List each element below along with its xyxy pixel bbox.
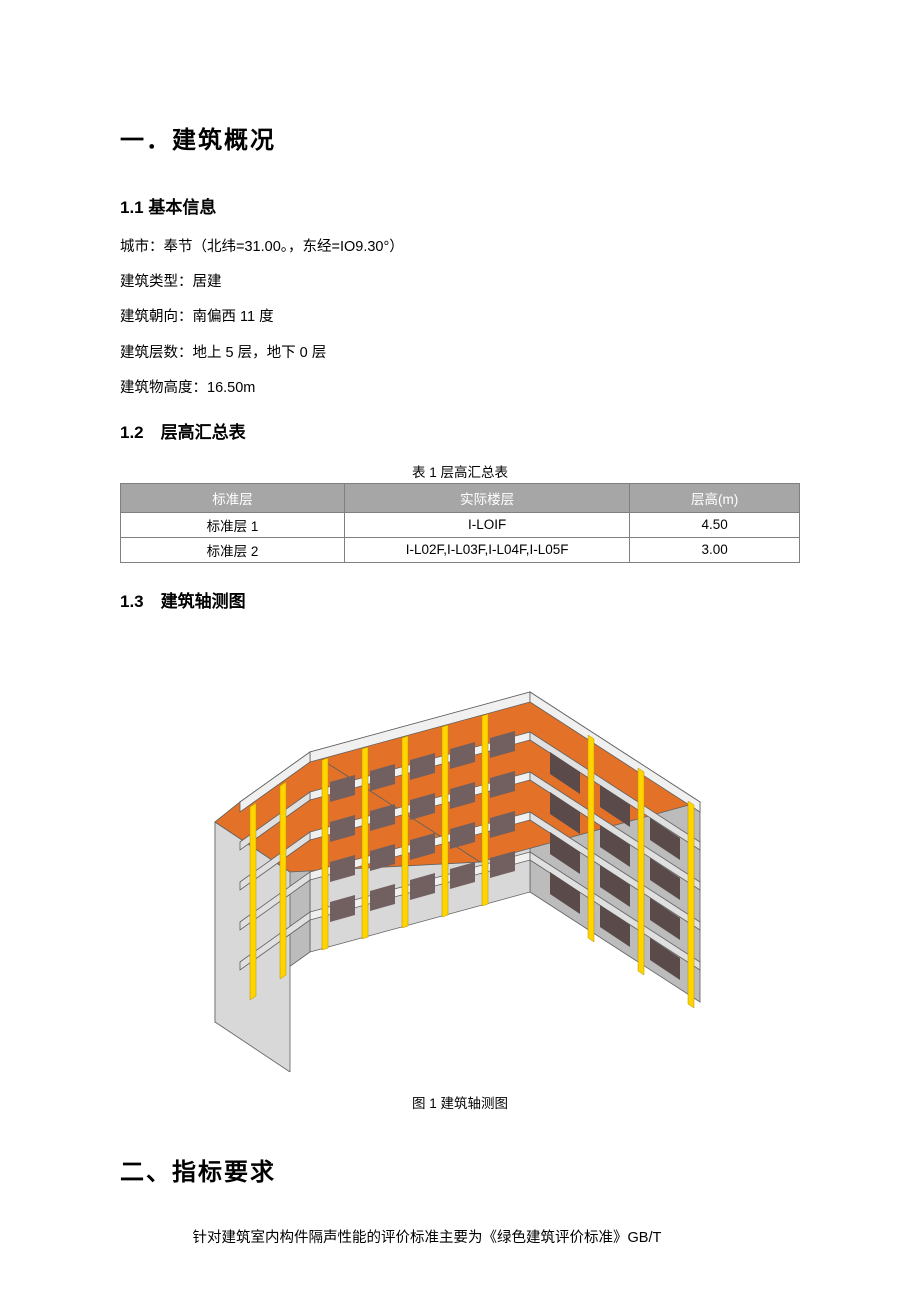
axonometric-figure: 图 1 建筑轴测图: [120, 632, 800, 1112]
heading-1-3: 1.3 建筑轴测图: [120, 587, 800, 612]
table-row: 标准层 1 I-LOIF 4.50: [121, 512, 800, 537]
floor-height-table: 标准层 实际楼层 层高(m) 标准层 1 I-LOIF 4.50 标准层 2 I…: [120, 483, 800, 563]
table-cell: 标准层 1: [121, 512, 345, 537]
info-height: 建筑物高度：16.50m: [120, 377, 800, 400]
table-caption: 表 1 层高汇总表: [120, 461, 800, 481]
figure-caption: 图 1 建筑轴测图: [120, 1092, 800, 1112]
table-cell: I-L02F,I-L03F,I-L04F,I-L05F: [345, 537, 630, 562]
table-row: 标准层 2 I-L02F,I-L03F,I-L04F,I-L05F 3.00: [121, 537, 800, 562]
table-cell: 标准层 2: [121, 537, 345, 562]
table-header-row: 标准层 实际楼层 层高(m): [121, 483, 800, 512]
table-cell: I-LOIF: [345, 512, 630, 537]
building-axonometric-icon: [180, 632, 740, 1072]
heading-2: 二、指标要求: [120, 1152, 800, 1187]
info-city: 城市：奉节（北纬=31.00。，东经=IO9.30°）: [120, 236, 800, 259]
heading-1: 一．建筑概况: [120, 120, 800, 155]
heading-1-1: 1.1 基本信息: [120, 193, 800, 218]
requirements-paragraph: 针对建筑室内构件隔声性能的评价标准主要为《绿色建筑评价标准》GB/T: [120, 1225, 800, 1253]
table-header-cell: 层高(m): [630, 483, 800, 512]
heading-1-2: 1.2 层高汇总表: [120, 418, 800, 443]
info-floors: 建筑层数：地上 5 层，地下 0 层: [120, 342, 800, 365]
table-cell: 4.50: [630, 512, 800, 537]
table-header-cell: 标准层: [121, 483, 345, 512]
table-header-cell: 实际楼层: [345, 483, 630, 512]
table-cell: 3.00: [630, 537, 800, 562]
info-type: 建筑类型：居建: [120, 271, 800, 294]
info-orientation: 建筑朝向：南偏西 11 度: [120, 306, 800, 329]
